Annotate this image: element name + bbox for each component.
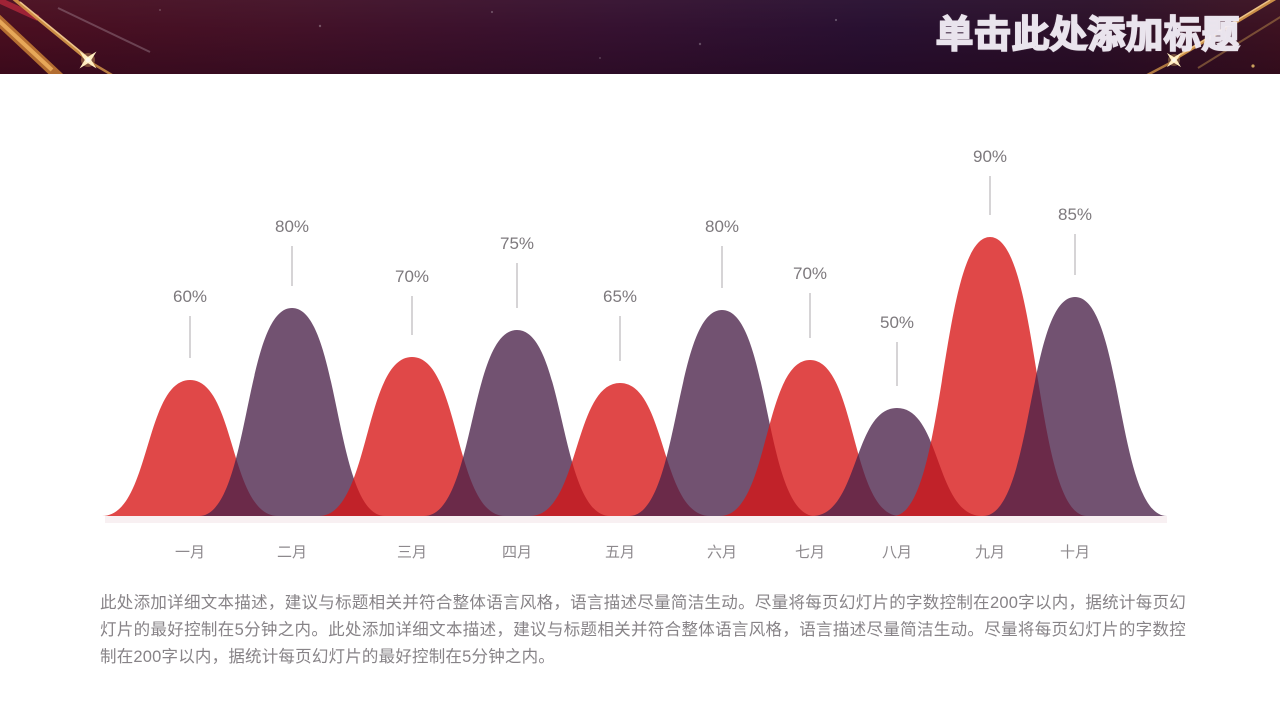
comet-streak-core-icon (0, 18, 54, 72)
star-sparkle-icon (1166, 52, 1182, 68)
comet-streak-icon (1175, 0, 1277, 60)
comet-streak-core-icon (1177, 0, 1271, 57)
comet-streak-icon (12, 0, 88, 60)
value-label-10: 85% (1058, 205, 1092, 224)
star-dot-icon (318, 24, 322, 28)
value-label-8: 50% (880, 313, 914, 332)
value-label-9: 90% (973, 147, 1007, 166)
comet-tail-icon (1146, 60, 1173, 74)
month-label-6: 六月 (707, 544, 737, 561)
month-label-9: 九月 (975, 544, 1005, 561)
month-label-8: 八月 (882, 544, 912, 561)
month-label-4: 四月 (502, 544, 532, 561)
body-text-placeholder: 此处添加详细文本描述，建议与标题相关并符合整体语言风格，语言描述尽量简洁生动。尽… (100, 594, 1186, 666)
month-label-7: 七月 (795, 544, 825, 561)
star-dot-icon (834, 18, 838, 22)
star-dot-icon (1018, 30, 1022, 34)
axis-baseline-strip (105, 516, 1167, 523)
star-sparkle-icon (79, 51, 97, 69)
value-label-2: 80% (275, 217, 309, 236)
value-label-4: 75% (500, 234, 534, 253)
value-label-7: 70% (793, 264, 827, 283)
value-label-5: 65% (603, 287, 637, 306)
header-decorations (0, 0, 1280, 74)
month-label-10: 十月 (1060, 544, 1090, 561)
header-shade-overlay (0, 0, 1280, 74)
comet-tail-icon (89, 60, 113, 74)
chart-hill-4 (424, 330, 610, 516)
overlap-area-chart: 60% 一月 80% 二月 70% 三月 75% 四月 65% 五月 80% 六月 70% 七月 50% 八月… (102, 147, 1167, 561)
month-label-5: 五月 (605, 544, 635, 561)
star-dot-icon (599, 57, 601, 59)
chart-hill-10 (983, 297, 1167, 516)
faint-streak-icon (1197, 16, 1280, 69)
month-label-1: 一月 (175, 544, 205, 561)
slide-header: 单击此处添加标题 (0, 0, 1280, 74)
star-dot-icon (159, 9, 161, 11)
comet-streak-icon (0, 14, 64, 74)
value-label-6: 80% (705, 217, 739, 236)
title-placeholder: 单击此处添加标题 (935, 13, 1240, 56)
month-label-2: 二月 (277, 544, 307, 561)
faint-streak-icon (57, 7, 151, 53)
star-dot-icon (490, 10, 494, 14)
star-dot-icon (1251, 64, 1255, 68)
star-dot-icon (698, 42, 702, 46)
month-label-3: 三月 (397, 544, 427, 561)
value-label-3: 70% (395, 267, 429, 286)
value-label-1: 60% (173, 287, 207, 306)
comet-streak-core-icon (19, 1, 87, 57)
chart-hill-2 (199, 308, 385, 516)
